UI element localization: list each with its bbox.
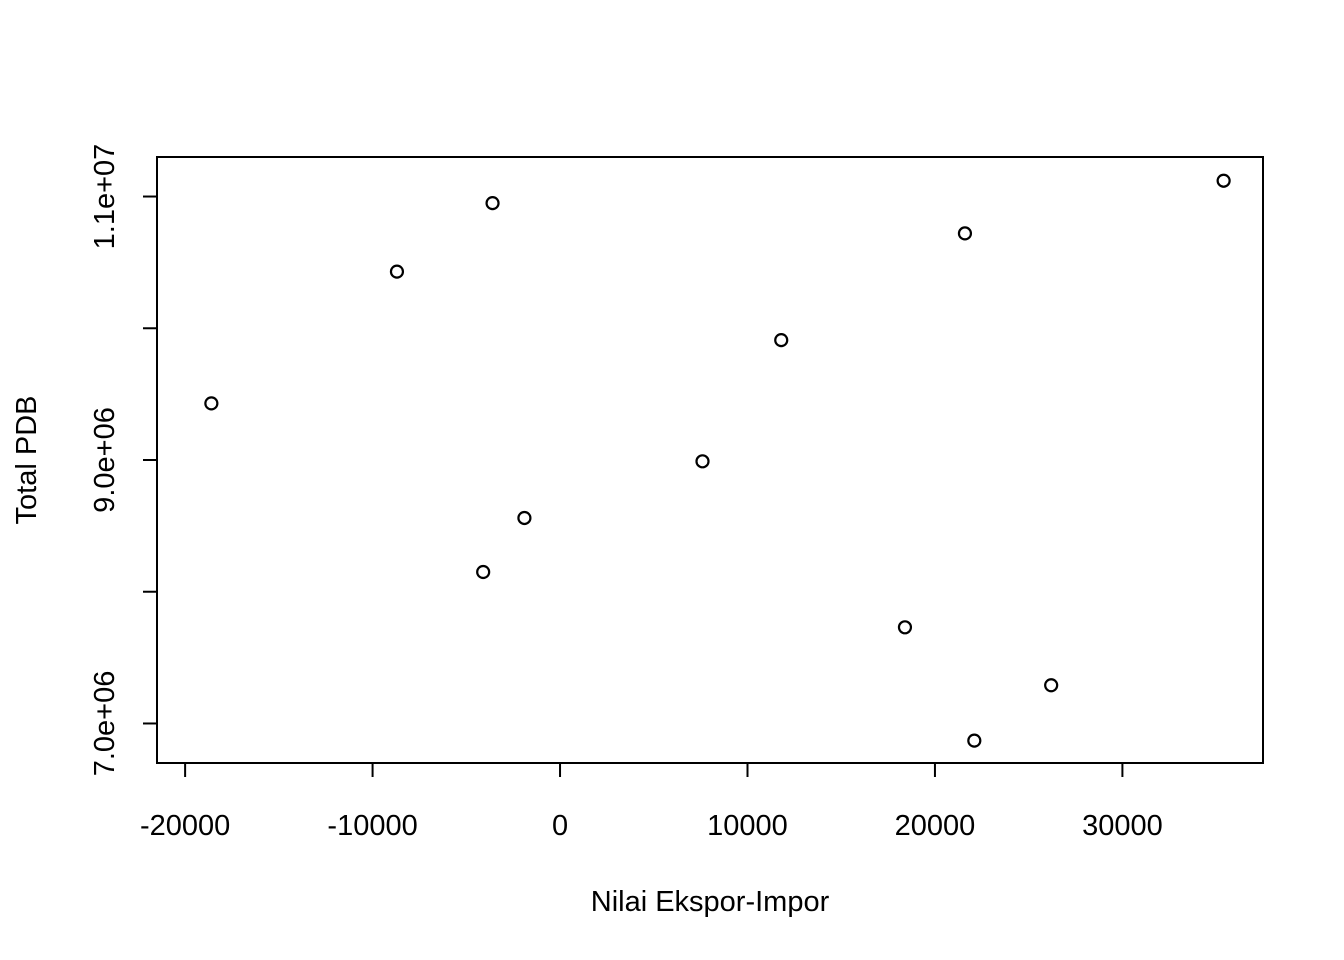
data-points xyxy=(204,173,1231,748)
x-tick-label: 30000 xyxy=(1082,810,1163,842)
data-point xyxy=(204,396,219,411)
y-tick-label: 7.0e+06 xyxy=(89,671,121,777)
data-point xyxy=(389,264,405,279)
data-point xyxy=(476,564,491,580)
data-point xyxy=(897,620,913,635)
y-tick-label: 9.0e+06 xyxy=(89,407,121,513)
data-point xyxy=(774,333,789,348)
x-tick-label: -20000 xyxy=(140,810,230,842)
data-point xyxy=(1044,678,1059,693)
x-tick-label: 20000 xyxy=(895,810,976,842)
x-tick-label: -10000 xyxy=(327,810,417,842)
x-axis-title: Nilai Ekspor-Impor xyxy=(591,886,830,918)
y-axis-title: Total PDB xyxy=(11,396,43,525)
data-point xyxy=(957,226,973,241)
x-tick-label: 0 xyxy=(552,810,568,842)
y-tick-label: 1.1e+07 xyxy=(89,144,121,250)
y-axis: 7.0e+06 9.0e+06 1.1e+07 xyxy=(89,144,158,777)
x-axis: -20000 -10000 0 10000 20000 30000 xyxy=(140,762,1163,842)
data-point xyxy=(695,454,710,469)
data-point xyxy=(967,733,982,748)
plot-box xyxy=(156,156,1264,764)
data-point xyxy=(517,510,532,526)
x-tick-label: 10000 xyxy=(707,810,788,842)
data-point xyxy=(485,196,500,211)
data-point xyxy=(1216,173,1231,188)
